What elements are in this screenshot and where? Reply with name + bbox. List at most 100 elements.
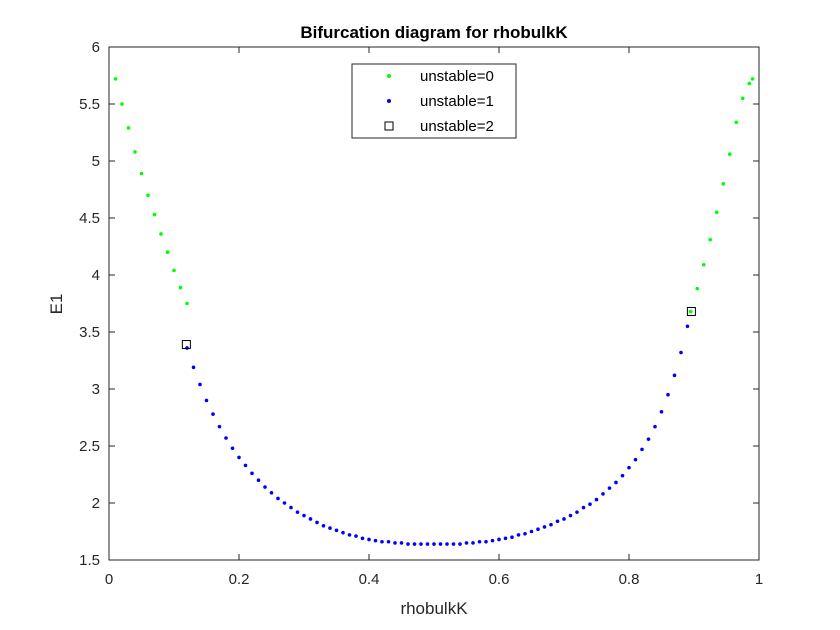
- point-unstable-1: [367, 537, 371, 542]
- point-unstable-1: [685, 324, 690, 329]
- point-unstable-1: [588, 502, 592, 506]
- point-unstable-1: [256, 478, 261, 483]
- point-unstable-0: [721, 182, 726, 186]
- legend-label-unstable-0: unstable=0: [420, 68, 494, 85]
- point-unstable-1: [354, 534, 358, 538]
- point-unstable-1: [191, 365, 196, 370]
- point-unstable-1: [497, 537, 501, 542]
- legend-marker-unstable-0: [387, 74, 391, 78]
- y-tick-label: 1.5: [79, 552, 100, 569]
- point-unstable-1: [224, 436, 228, 440]
- point-unstable-1: [302, 513, 306, 518]
- y-axis: 1.5 2 2.5 3 3.5 4 4.5 5 5.5 6: [79, 39, 759, 569]
- point-unstable-0: [734, 120, 739, 125]
- point-unstable-1: [334, 528, 339, 533]
- point-unstable-1: [269, 490, 274, 495]
- point-unstable-1: [315, 520, 319, 525]
- point-unstable-0: [740, 96, 745, 101]
- point-unstable-1: [250, 471, 254, 476]
- point-unstable-0: [159, 232, 163, 236]
- point-unstable-0: [178, 285, 183, 290]
- point-unstable-1: [484, 539, 488, 544]
- point-unstable-0: [146, 193, 150, 197]
- point-unstable-1: [601, 492, 605, 496]
- point-unstable-1: [282, 501, 287, 505]
- legend-marker-unstable-2: [384, 121, 394, 131]
- point-unstable-1: [399, 541, 404, 545]
- point-unstable-0: [695, 286, 700, 291]
- point-unstable-1: [659, 410, 664, 414]
- point-unstable-1: [386, 539, 391, 544]
- legend-label-unstable-1: unstable=1: [420, 93, 494, 110]
- point-unstable-1: [347, 533, 352, 537]
- legend-marker-unstable-1: [387, 99, 391, 103]
- point-unstable-1: [276, 496, 280, 501]
- y-axis-label: E1: [47, 294, 66, 315]
- point-unstable-1: [419, 542, 423, 546]
- point-unstable-2: [181, 340, 191, 350]
- point-unstable-1: [412, 542, 417, 546]
- point-unstable-1: [432, 542, 436, 546]
- point-unstable-1: [477, 539, 482, 544]
- chart-title: Bifurcation diagram for rhobulkK: [300, 23, 568, 42]
- y-tick-label: 4: [92, 267, 100, 284]
- point-unstable-1: [425, 542, 430, 546]
- point-unstable-1: [672, 373, 677, 378]
- point-unstable-1: [380, 539, 384, 544]
- point-unstable-1: [581, 505, 586, 510]
- point-unstable-0: [747, 81, 752, 86]
- x-tick-label: 0.4: [359, 571, 380, 588]
- y-tick-label: 6: [92, 39, 100, 56]
- point-unstable-1: [594, 497, 599, 502]
- y-tick-label: 3.5: [79, 324, 100, 341]
- point-unstable-1: [289, 505, 293, 510]
- data-marks: [113, 77, 755, 546]
- point-unstable-1: [217, 424, 222, 429]
- point-unstable-0: [708, 237, 713, 242]
- point-unstable-0: [688, 309, 693, 314]
- point-unstable-0: [133, 150, 137, 154]
- point-unstable-1: [607, 486, 612, 490]
- point-unstable-2: [686, 306, 696, 316]
- point-unstable-0: [750, 77, 755, 81]
- point-unstable-0: [172, 268, 176, 273]
- point-unstable-0: [139, 171, 144, 176]
- point-unstable-1: [360, 536, 365, 541]
- point-unstable-1: [438, 542, 443, 546]
- x-axis: 0 0.2 0.4 0.6 0.8 1: [105, 47, 763, 588]
- y-tick-label: 5: [92, 153, 100, 170]
- point-unstable-1: [328, 526, 332, 530]
- point-unstable-1: [211, 412, 215, 416]
- point-unstable-1: [614, 480, 618, 485]
- point-unstable-1: [653, 424, 657, 429]
- point-unstable-1: [230, 446, 235, 451]
- point-unstable-1: [516, 533, 521, 537]
- point-unstable-0: [152, 212, 157, 217]
- point-unstable-1: [341, 530, 345, 535]
- point-unstable-1: [185, 346, 189, 350]
- x-axis-label: rhobulkK: [400, 599, 468, 618]
- point-unstable-1: [406, 542, 410, 546]
- point-unstable-1: [633, 457, 638, 462]
- y-tick-label: 2.5: [79, 438, 100, 455]
- point-unstable-1: [393, 541, 397, 545]
- point-unstable-0: [165, 250, 170, 254]
- point-unstable-1: [321, 524, 326, 528]
- x-tick-label: 0.8: [619, 571, 640, 588]
- y-tick-label: 4.5: [79, 210, 100, 227]
- point-unstable-0: [727, 152, 732, 156]
- point-unstable-0: [126, 126, 131, 130]
- point-unstable-1: [263, 485, 267, 489]
- point-unstable-1: [666, 392, 670, 397]
- legend-box: [351, 63, 517, 139]
- point-unstable-0: [701, 262, 706, 267]
- point-unstable-0: [185, 301, 189, 306]
- point-unstable-1: [204, 398, 209, 403]
- point-unstable-1: [490, 538, 495, 543]
- y-tick-label: 2: [92, 495, 100, 512]
- point-unstable-1: [445, 542, 449, 546]
- point-unstable-1: [620, 473, 625, 478]
- point-unstable-1: [562, 517, 566, 521]
